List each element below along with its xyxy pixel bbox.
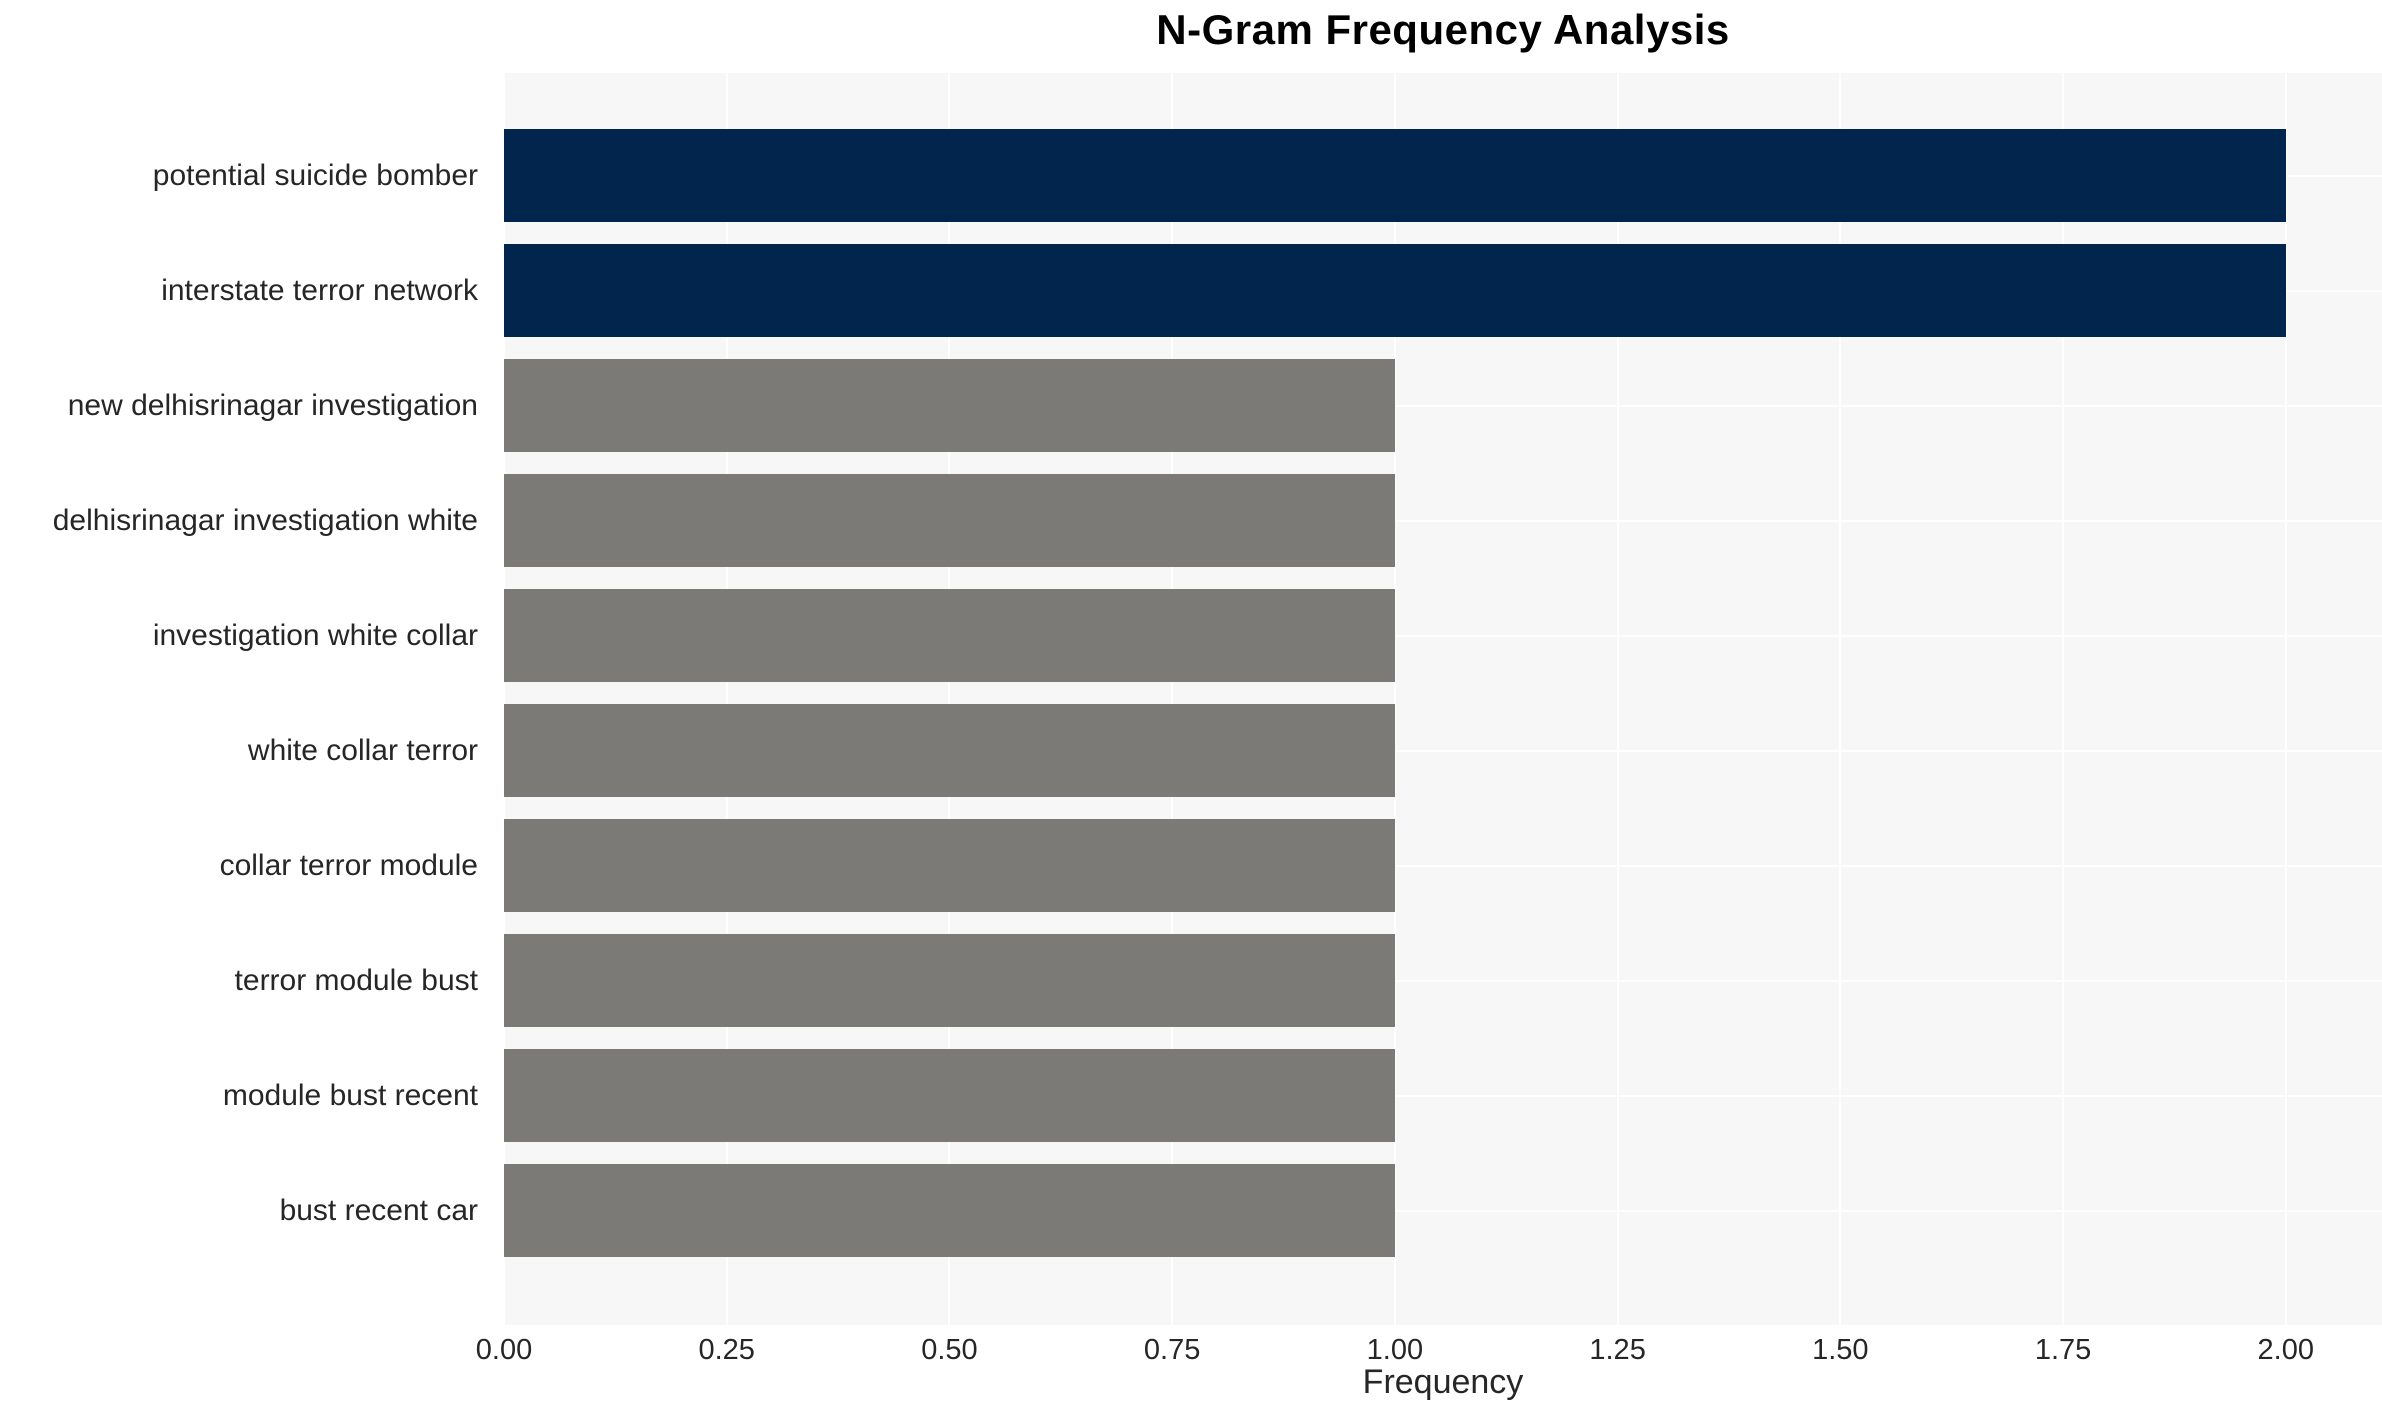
- bar: [504, 129, 2286, 222]
- y-tick-label: delhisrinagar investigation white: [52, 503, 478, 537]
- gridline-horizontal: [504, 404, 2382, 407]
- gridline-vertical: [1393, 73, 1396, 1325]
- gridline-vertical: [1839, 73, 1842, 1325]
- y-tick-label: white collar terror: [247, 733, 478, 767]
- bar: [504, 1049, 1395, 1142]
- y-tick-label: bust recent car: [279, 1193, 478, 1227]
- x-axis-title: Frequency: [1362, 1363, 1524, 1401]
- bar: [504, 244, 2286, 337]
- bar: [504, 1164, 1395, 1257]
- gridline-vertical: [2284, 73, 2287, 1325]
- gridline-vertical: [725, 73, 728, 1325]
- x-tick-label: 1.25: [1589, 1334, 1646, 1366]
- gridline-horizontal: [504, 519, 2382, 522]
- x-tick-label: 1.50: [1812, 1334, 1869, 1366]
- y-tick-label: terror module bust: [234, 963, 478, 997]
- y-tick-label: interstate terror network: [161, 273, 478, 307]
- x-tick-label: 1.00: [1366, 1334, 1424, 1366]
- gridline-horizontal: [504, 749, 2382, 752]
- y-tick-label: investigation white collar: [152, 618, 478, 652]
- gridline-horizontal: [504, 1209, 2382, 1212]
- gridline-horizontal: [504, 979, 2382, 982]
- y-tick-label: new delhisrinagar investigation: [67, 388, 478, 422]
- bar: [504, 819, 1395, 912]
- x-tick-label: 2.00: [2257, 1334, 2314, 1366]
- plot-area: [504, 73, 2382, 1325]
- y-tick-label: collar terror module: [219, 848, 478, 882]
- gridline-horizontal: [504, 1094, 2382, 1097]
- chart-title: N-Gram Frequency Analysis: [1156, 6, 1730, 53]
- x-tick-label: 0.00: [475, 1334, 533, 1366]
- gridline-vertical: [504, 73, 505, 1325]
- x-tick-label: 0.50: [921, 1334, 978, 1366]
- bar: [504, 704, 1395, 797]
- gridline-vertical: [1616, 73, 1619, 1325]
- gridline-vertical: [1171, 73, 1174, 1325]
- bar: [504, 934, 1395, 1027]
- x-tick-label: 1.75: [2034, 1334, 2092, 1366]
- x-tick-label: 0.75: [1143, 1334, 1201, 1366]
- y-tick-label: module bust recent: [222, 1078, 478, 1112]
- gridline-horizontal: [504, 634, 2382, 637]
- bar: [504, 589, 1395, 682]
- gridline-vertical: [948, 73, 951, 1325]
- x-tick-label: 0.25: [698, 1334, 755, 1366]
- bar: [504, 474, 1395, 567]
- gridline-horizontal: [504, 864, 2382, 867]
- y-tick-label: potential suicide bomber: [152, 158, 478, 192]
- bar: [504, 359, 1395, 452]
- gridline-vertical: [2062, 73, 2065, 1325]
